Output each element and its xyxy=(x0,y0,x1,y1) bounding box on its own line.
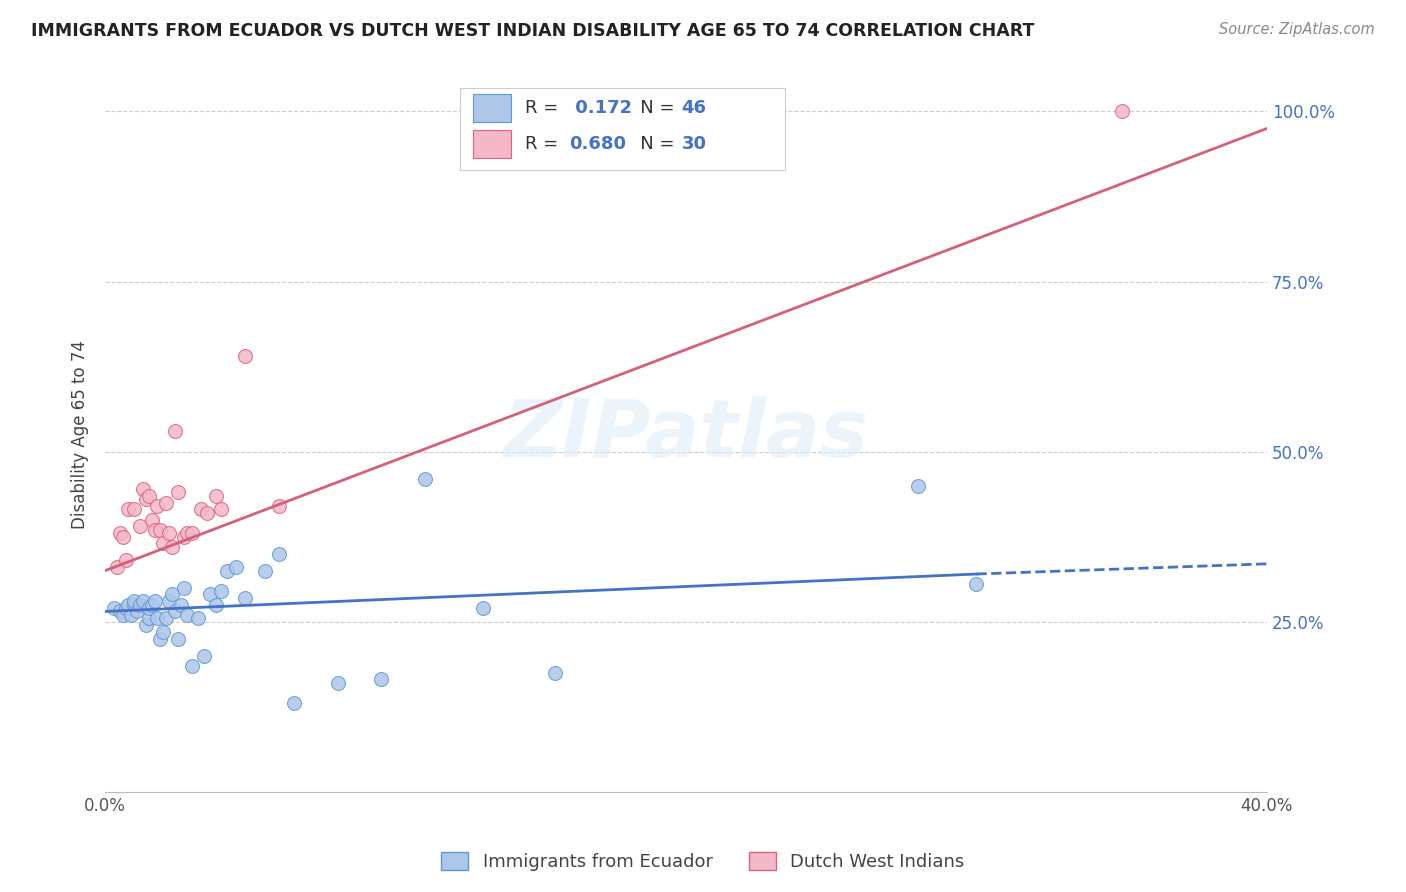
Point xyxy=(170,598,193,612)
Point xyxy=(166,485,188,500)
Text: N =: N = xyxy=(623,99,681,117)
Text: N =: N = xyxy=(623,135,681,153)
Point xyxy=(103,601,125,615)
Point xyxy=(326,676,349,690)
Point xyxy=(155,495,177,509)
Point xyxy=(129,519,152,533)
Point xyxy=(111,530,134,544)
Point xyxy=(138,611,160,625)
Point xyxy=(120,607,142,622)
Point xyxy=(114,601,136,615)
FancyBboxPatch shape xyxy=(474,129,510,158)
Point xyxy=(176,607,198,622)
Point xyxy=(181,526,204,541)
Point xyxy=(176,526,198,541)
Point xyxy=(225,560,247,574)
Point xyxy=(117,502,139,516)
Point xyxy=(149,523,172,537)
Point xyxy=(253,564,276,578)
Point xyxy=(160,540,183,554)
Point xyxy=(204,598,226,612)
FancyBboxPatch shape xyxy=(474,94,510,122)
Point xyxy=(966,577,988,591)
Point xyxy=(146,611,169,625)
Text: 0.680: 0.680 xyxy=(568,135,626,153)
Point xyxy=(122,598,145,612)
Point xyxy=(152,624,174,639)
Point xyxy=(108,526,131,541)
Point xyxy=(283,696,305,710)
Point xyxy=(122,502,145,516)
Point xyxy=(132,594,155,608)
Text: Source: ZipAtlas.com: Source: ZipAtlas.com xyxy=(1219,22,1375,37)
Point xyxy=(204,489,226,503)
Point xyxy=(138,601,160,615)
Point xyxy=(233,591,256,605)
Point xyxy=(157,594,180,608)
Point xyxy=(141,513,163,527)
Point xyxy=(413,472,436,486)
Point xyxy=(132,482,155,496)
Legend: Immigrants from Ecuador, Dutch West Indians: Immigrants from Ecuador, Dutch West Indi… xyxy=(434,845,972,879)
Point xyxy=(195,506,218,520)
Point xyxy=(173,530,195,544)
Point xyxy=(209,584,232,599)
Text: R =: R = xyxy=(524,99,564,117)
Point xyxy=(149,632,172,646)
Point xyxy=(269,499,291,513)
Point xyxy=(143,594,166,608)
Point xyxy=(166,632,188,646)
Point xyxy=(471,601,494,615)
Point xyxy=(209,502,232,516)
Point xyxy=(143,523,166,537)
Point xyxy=(155,611,177,625)
FancyBboxPatch shape xyxy=(460,88,785,170)
Text: 30: 30 xyxy=(682,135,706,153)
Text: 46: 46 xyxy=(682,99,706,117)
Point xyxy=(114,553,136,567)
Point xyxy=(269,547,291,561)
Point xyxy=(163,424,186,438)
Point xyxy=(181,658,204,673)
Text: ZIPatlas: ZIPatlas xyxy=(503,395,869,474)
Point xyxy=(907,478,929,492)
Point xyxy=(370,673,392,687)
Point xyxy=(160,587,183,601)
Point xyxy=(173,581,195,595)
Point xyxy=(138,489,160,503)
Point xyxy=(117,598,139,612)
Point xyxy=(135,492,157,507)
Point xyxy=(163,604,186,618)
Point xyxy=(1111,104,1133,119)
Point xyxy=(122,594,145,608)
Text: R =: R = xyxy=(524,135,564,153)
Point xyxy=(157,526,180,541)
Text: IMMIGRANTS FROM ECUADOR VS DUTCH WEST INDIAN DISABILITY AGE 65 TO 74 CORRELATION: IMMIGRANTS FROM ECUADOR VS DUTCH WEST IN… xyxy=(31,22,1035,40)
Point xyxy=(193,648,215,663)
Point xyxy=(135,618,157,632)
Point xyxy=(233,349,256,363)
Point xyxy=(198,587,221,601)
Point xyxy=(544,665,567,680)
Point xyxy=(127,604,149,618)
Y-axis label: Disability Age 65 to 74: Disability Age 65 to 74 xyxy=(72,340,89,529)
Point xyxy=(111,607,134,622)
Text: 0.172: 0.172 xyxy=(568,99,631,117)
Point xyxy=(187,611,209,625)
Point xyxy=(108,604,131,618)
Point xyxy=(129,598,152,612)
Point xyxy=(217,564,239,578)
Point xyxy=(146,499,169,513)
Point xyxy=(105,560,128,574)
Point xyxy=(190,502,212,516)
Point xyxy=(141,598,163,612)
Point xyxy=(152,536,174,550)
